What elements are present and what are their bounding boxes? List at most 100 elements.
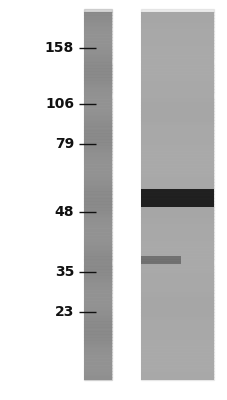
Bar (141, 80, 213, 83)
Bar (84, 92, 111, 96)
Bar (141, 92, 213, 96)
Bar (141, 269, 213, 272)
Bar (141, 130, 213, 133)
Bar (141, 287, 213, 290)
Bar (84, 145, 111, 148)
Bar (141, 77, 213, 80)
Bar (84, 188, 111, 191)
Bar (84, 173, 111, 176)
Bar (84, 343, 111, 346)
Bar (84, 111, 111, 114)
Bar (84, 99, 111, 102)
Bar (141, 157, 213, 160)
Bar (141, 96, 213, 98)
Bar (84, 77, 111, 80)
Bar (84, 330, 111, 334)
Bar (84, 114, 111, 117)
Bar (84, 148, 111, 151)
Bar (141, 303, 213, 306)
Bar (84, 43, 111, 46)
FancyBboxPatch shape (141, 198, 213, 199)
FancyBboxPatch shape (84, 12, 111, 380)
Bar (84, 12, 111, 15)
FancyBboxPatch shape (141, 12, 213, 380)
Bar (141, 250, 213, 253)
Bar (141, 260, 213, 262)
Bar (84, 136, 111, 139)
Bar (84, 287, 111, 290)
Bar (141, 306, 213, 309)
Bar (84, 364, 111, 368)
Bar (84, 238, 111, 241)
Bar (141, 194, 213, 198)
Bar (84, 232, 111, 235)
Bar (141, 266, 213, 269)
Bar (84, 68, 111, 71)
Bar (141, 43, 213, 46)
Bar (141, 15, 213, 18)
Bar (141, 62, 213, 64)
Bar (141, 318, 213, 321)
Bar (141, 145, 213, 148)
Bar (84, 213, 111, 216)
Bar (141, 139, 213, 142)
Bar (141, 346, 213, 349)
Bar (141, 309, 213, 312)
Bar (84, 371, 111, 374)
Bar (141, 34, 213, 37)
Bar (84, 15, 111, 18)
Bar (84, 34, 111, 37)
Bar (141, 18, 213, 21)
Bar (141, 40, 213, 43)
Bar (141, 210, 213, 213)
Bar (84, 253, 111, 256)
Bar (84, 105, 111, 108)
FancyBboxPatch shape (141, 194, 213, 195)
Bar (84, 222, 111, 225)
Bar (84, 185, 111, 188)
Bar (141, 188, 213, 191)
Bar (84, 139, 111, 142)
Bar (141, 191, 213, 194)
Bar (141, 324, 213, 328)
Bar (141, 182, 213, 185)
Bar (141, 337, 213, 340)
Bar (141, 123, 213, 126)
Bar (141, 235, 213, 238)
Bar (141, 296, 213, 300)
Bar (141, 176, 213, 179)
Bar (84, 89, 111, 92)
Bar (141, 117, 213, 120)
Bar (84, 296, 111, 300)
Bar (141, 371, 213, 374)
Text: 79: 79 (55, 137, 74, 151)
Bar (141, 58, 213, 62)
Bar (141, 281, 213, 284)
Bar (84, 157, 111, 160)
Bar (84, 269, 111, 272)
Bar (141, 340, 213, 343)
Bar (84, 328, 111, 330)
Bar (84, 18, 111, 21)
Bar (84, 28, 111, 30)
Bar (84, 300, 111, 303)
Bar (84, 194, 111, 198)
Bar (141, 256, 213, 259)
Bar (141, 364, 213, 368)
Bar (84, 86, 111, 89)
Bar (141, 343, 213, 346)
Bar (84, 37, 111, 40)
Bar (141, 253, 213, 256)
Bar (84, 281, 111, 284)
Bar (141, 114, 213, 117)
Bar (141, 368, 213, 371)
Bar (141, 71, 213, 74)
Bar (84, 126, 111, 130)
Bar (141, 377, 213, 380)
Bar (84, 62, 111, 64)
Bar (141, 167, 213, 170)
Bar (84, 337, 111, 340)
Bar (141, 312, 213, 315)
Bar (141, 68, 213, 71)
Text: 106: 106 (45, 97, 74, 111)
